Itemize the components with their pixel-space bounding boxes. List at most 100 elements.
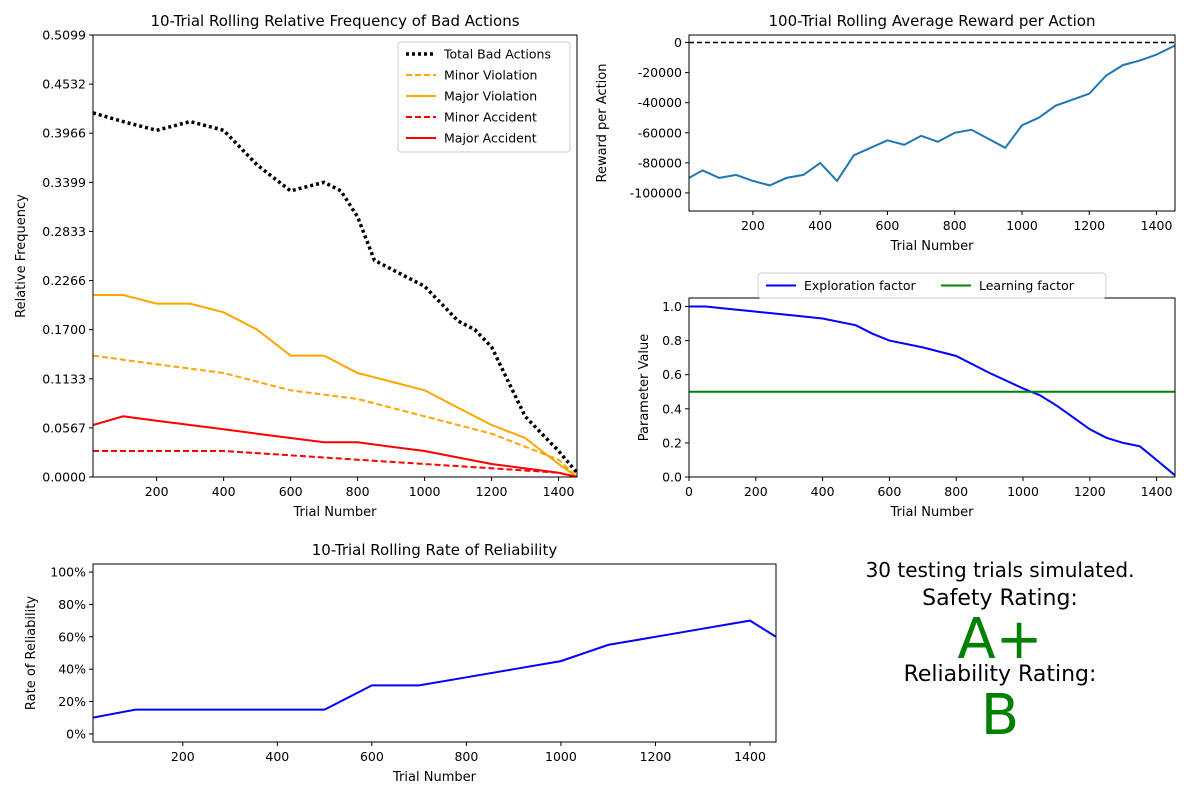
reliability-rating-grade: B (980, 683, 1020, 748)
y-tick-label: 0% (66, 726, 86, 741)
safety-rating-label: Safety Rating: (922, 586, 1078, 611)
x-axis-label: Trial Number (890, 239, 975, 254)
chart-title: 10-Trial Rolling Rate of Reliability (312, 541, 558, 559)
y-tick-label: 0.3966 (42, 126, 86, 141)
y-tick-label: -100000 (630, 185, 682, 200)
y-tick-label: 0.0567 (42, 420, 86, 435)
y-axis-label: Rate of Reliability (24, 596, 39, 710)
x-axis-label: Trial Number (392, 770, 477, 785)
reliability-rating-label: Reliability Rating: (903, 662, 1097, 687)
legend: Total Bad Actions Minor Violation Major Vi… (397, 41, 571, 153)
x-tick-label: 600 (877, 484, 901, 499)
legend-label: Minor Accident (444, 110, 537, 125)
y-axis-label: Reward per Action (595, 64, 610, 183)
x-tick-label: 200 (171, 749, 195, 764)
x-tick-label: 200 (744, 484, 768, 499)
x-tick-label: 600 (360, 749, 384, 764)
y-axis-label: Relative Frequency (14, 194, 29, 318)
legend-label: Learning factor (979, 278, 1075, 293)
x-tick-label: 400 (811, 484, 835, 499)
x-tick-label: 1400 (543, 484, 575, 499)
series-line-major-accident (93, 415, 577, 477)
legend: Exploration factor Learning factor (757, 272, 1107, 299)
x-tick-label: 600 (876, 218, 900, 233)
y-tick-label: 0.0 (662, 470, 682, 485)
x-tick-label: 1000 (545, 749, 577, 764)
y-tick-label: 0.0000 (42, 470, 86, 485)
series-line-major-violation (93, 294, 577, 477)
y-tick-label: 40% (58, 662, 86, 677)
series-line-0 (93, 619, 776, 719)
legend-label: Minor Violation (444, 68, 537, 83)
plot-frame (92, 563, 777, 743)
series-line-total-bad-actions (93, 111, 577, 474)
chart-title: 10-Trial Rolling Relative Frequency of B… (150, 12, 519, 30)
legend-label: Major Violation (444, 89, 537, 104)
y-tick-label: 0.2833 (42, 224, 86, 239)
legend-label: Exploration factor (804, 278, 917, 293)
legend-label: Major Accident (444, 131, 537, 146)
series-line-0 (689, 44, 1175, 187)
legend-box (757, 272, 1107, 299)
x-tick-label: 1200 (1073, 218, 1105, 233)
series-line-minor-violation (93, 354, 577, 477)
x-tick-label: 1000 (409, 484, 441, 499)
y-axis-label: Parameter Value (637, 334, 652, 441)
y-tick-label: -80000 (638, 155, 682, 170)
y-tick-label: 1.0 (662, 299, 682, 314)
y-tick-label: 0.2266 (42, 273, 86, 288)
testing-trials-text: 30 testing trials simulated. (865, 558, 1135, 582)
x-tick-label: 1200 (1074, 484, 1106, 499)
x-tick-label: 0 (685, 484, 693, 499)
legend-box (397, 41, 571, 153)
x-tick-label: 200 (741, 218, 765, 233)
x-tick-label: 1200 (640, 749, 672, 764)
series-line-minor-accident (93, 450, 577, 477)
y-tick-label: -20000 (638, 65, 682, 80)
y-tick-label: -40000 (638, 95, 682, 110)
x-tick-label: 1200 (476, 484, 508, 499)
y-tick-label: 0.6 (662, 367, 682, 382)
y-tick-label: -60000 (638, 125, 682, 140)
x-tick-label: 800 (346, 484, 370, 499)
y-tick-label: 0.1700 (42, 322, 86, 337)
chart-bad_actions: 200 400 600 800 1000 1200 1400 0.0000 0.0567 0.11… (14, 12, 578, 520)
chart-reward: 200 400 600 800 1000 1200 1400 0 -20000 -40000 -60… (595, 12, 1176, 254)
plot-frame (92, 34, 578, 478)
x-axis-label: Trial Number (890, 505, 975, 520)
y-tick-label: 0.5099 (42, 28, 86, 43)
x-tick-label: 1400 (1141, 484, 1173, 499)
safety-rating-grade: A+ (957, 607, 1043, 672)
x-tick-label: 400 (212, 484, 236, 499)
x-tick-label: 400 (265, 749, 289, 764)
y-tick-label: 0.4 (662, 401, 682, 416)
x-tick-label: 1000 (1007, 484, 1039, 499)
x-tick-label: 800 (943, 218, 967, 233)
y-tick-label: 0.8 (662, 333, 682, 348)
x-tick-label: 200 (145, 484, 169, 499)
y-tick-label: 100% (50, 565, 86, 580)
x-tick-label: 400 (808, 218, 832, 233)
y-tick-label: 0.4532 (42, 77, 86, 92)
rating-summary: 30 testing trials simulated. Safety Rati… (820, 560, 1180, 744)
chart-title: 100-Trial Rolling Average Reward per Act… (769, 12, 1096, 30)
y-tick-label: 60% (58, 629, 86, 644)
legend-label: Total Bad Actions (443, 47, 551, 62)
y-tick-label: 20% (58, 694, 86, 709)
x-axis-label: Trial Number (293, 505, 378, 520)
chart-reliability: 200 400 600 800 1000 1200 1400 0% 20% 40% 60% 80% 10… (24, 541, 777, 785)
chart-parameters: 0 200 400 600 800 1000 1200 1400 0.0 0.2 0.4 0.6 0.8… (637, 272, 1176, 520)
x-tick-label: 1400 (734, 749, 766, 764)
y-tick-label: 0.1133 (42, 371, 86, 386)
x-tick-label: 600 (279, 484, 303, 499)
x-tick-label: 1000 (1006, 218, 1038, 233)
plot-frame (688, 34, 1176, 212)
plot-frame (688, 297, 1176, 478)
x-tick-label: 1400 (1141, 218, 1173, 233)
series-line-exploration-factor (689, 305, 1175, 477)
x-tick-label: 800 (454, 749, 478, 764)
y-tick-label: 80% (58, 597, 86, 612)
y-tick-label: 0.3399 (42, 175, 86, 190)
y-tick-label: 0 (674, 35, 682, 50)
